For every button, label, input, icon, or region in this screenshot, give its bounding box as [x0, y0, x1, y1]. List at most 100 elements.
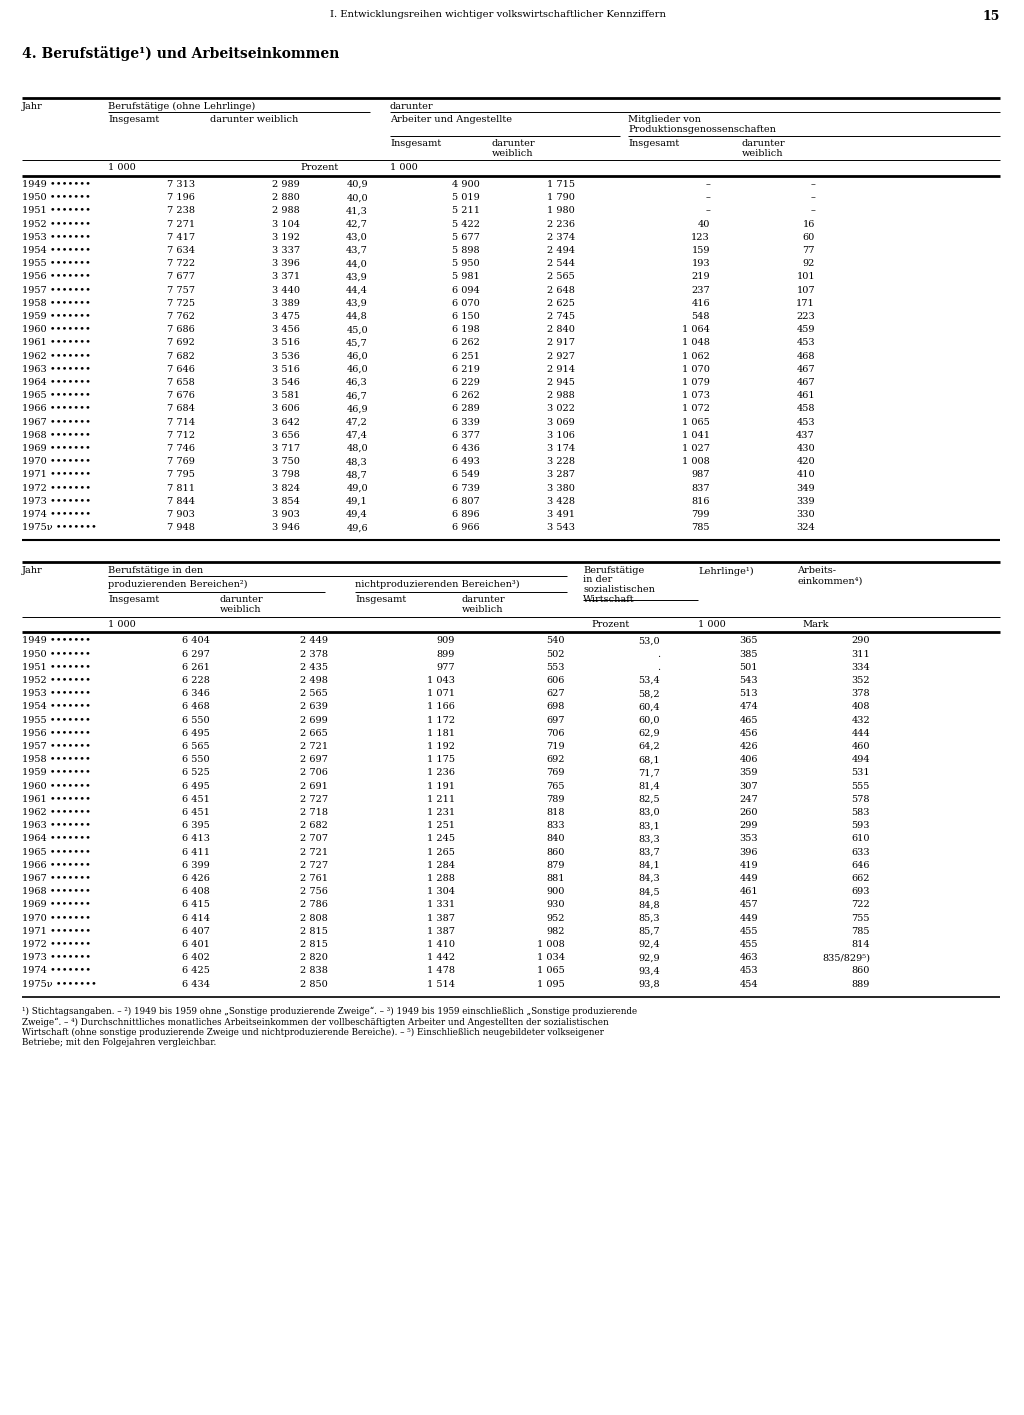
Text: 339: 339	[797, 497, 815, 505]
Text: 40,0: 40,0	[346, 194, 368, 202]
Text: 543: 543	[739, 676, 758, 685]
Text: 7 712: 7 712	[167, 430, 195, 440]
Text: 3 192: 3 192	[272, 233, 300, 242]
Text: 6 408: 6 408	[182, 887, 210, 896]
Text: 7 677: 7 677	[167, 273, 195, 282]
Text: 7 795: 7 795	[167, 470, 195, 480]
Text: 416: 416	[691, 299, 710, 308]
Text: 6 289: 6 289	[453, 405, 480, 413]
Text: 706: 706	[547, 729, 565, 737]
Text: 1968 •••••••: 1968 •••••••	[22, 430, 91, 440]
Text: .: .	[656, 649, 660, 658]
Text: 6 399: 6 399	[182, 860, 210, 870]
Text: 1969 •••••••: 1969 •••••••	[22, 444, 91, 453]
Text: 349: 349	[797, 484, 815, 492]
Text: 81,4: 81,4	[638, 781, 660, 791]
Text: 6 251: 6 251	[453, 351, 480, 361]
Text: 633: 633	[851, 848, 870, 856]
Text: 68,1: 68,1	[638, 756, 660, 764]
Text: 3 642: 3 642	[272, 417, 300, 426]
Text: 385: 385	[739, 649, 758, 658]
Text: 3 022: 3 022	[547, 405, 575, 413]
Text: Mark: Mark	[802, 620, 828, 630]
Text: 6 451: 6 451	[182, 795, 210, 804]
Text: 6 262: 6 262	[453, 391, 480, 400]
Text: Zweige“. – ⁴) Durchschnittliches monatliches Arbeitseinkommen der vollbeschäftig: Zweige“. – ⁴) Durchschnittliches monatli…	[22, 1017, 608, 1027]
Text: 2 945: 2 945	[547, 378, 575, 386]
Text: 3 440: 3 440	[272, 286, 300, 294]
Text: 7 271: 7 271	[167, 219, 195, 229]
Text: Berufstätige (ohne Lehrlinge): Berufstätige (ohne Lehrlinge)	[108, 102, 255, 112]
Text: 1 095: 1 095	[538, 979, 565, 989]
Text: 3 380: 3 380	[547, 484, 575, 492]
Text: 1 980: 1 980	[547, 207, 575, 215]
Text: 1 041: 1 041	[682, 430, 710, 440]
Text: 41,3: 41,3	[346, 207, 368, 215]
Text: 1 043: 1 043	[427, 676, 455, 685]
Text: 7 686: 7 686	[167, 325, 195, 334]
Text: 449: 449	[739, 914, 758, 923]
Text: 2 808: 2 808	[300, 914, 328, 923]
Text: 3 516: 3 516	[272, 338, 300, 348]
Text: 1950 •••••••: 1950 •••••••	[22, 649, 91, 658]
Text: 606: 606	[547, 676, 565, 685]
Text: 1964 •••••••: 1964 •••••••	[22, 378, 91, 386]
Text: 93,8: 93,8	[638, 979, 660, 989]
Text: 2 838: 2 838	[300, 966, 328, 975]
Text: 454: 454	[739, 979, 758, 989]
Text: 5 422: 5 422	[452, 219, 480, 229]
Text: darunter: darunter	[462, 596, 506, 604]
Text: 2 544: 2 544	[547, 259, 575, 269]
Text: 84,3: 84,3	[638, 874, 660, 883]
Text: 1972 •••••••: 1972 •••••••	[22, 940, 91, 949]
Text: 3 717: 3 717	[272, 444, 300, 453]
Text: 578: 578	[852, 795, 870, 804]
Text: 223: 223	[797, 311, 815, 321]
Text: 2 988: 2 988	[272, 207, 300, 215]
Text: 6 401: 6 401	[182, 940, 210, 949]
Text: 693: 693	[852, 887, 870, 896]
Text: 1950 •••••••: 1950 •••••••	[22, 194, 91, 202]
Text: 461: 461	[739, 887, 758, 896]
Text: 2 840: 2 840	[547, 325, 575, 334]
Text: Insgesamt: Insgesamt	[390, 139, 441, 149]
Text: 1 288: 1 288	[427, 874, 455, 883]
Text: 2 721: 2 721	[300, 741, 328, 751]
Text: 1 071: 1 071	[427, 689, 455, 698]
Text: Berufstätige in den: Berufstätige in den	[108, 566, 203, 576]
Text: 1959 •••••••: 1959 •••••••	[22, 311, 91, 321]
Text: 3 174: 3 174	[547, 444, 575, 453]
Text: 646: 646	[852, 860, 870, 870]
Text: I. Entwicklungsreihen wichtiger volkswirtschaftlicher Kennziffern: I. Entwicklungsreihen wichtiger volkswir…	[330, 10, 666, 18]
Text: 444: 444	[851, 729, 870, 737]
Text: 330: 330	[797, 509, 815, 519]
Text: Wirtschaft: Wirtschaft	[583, 596, 635, 604]
Text: 43,7: 43,7	[346, 246, 368, 255]
Text: 468: 468	[797, 351, 815, 361]
Text: 555: 555	[852, 781, 870, 791]
Text: 6 493: 6 493	[453, 457, 480, 466]
Text: 1966 •••••••: 1966 •••••••	[22, 860, 91, 870]
Text: 494: 494	[851, 756, 870, 764]
Text: 6 404: 6 404	[182, 637, 210, 645]
Text: 6 436: 6 436	[453, 444, 480, 453]
Text: 3 389: 3 389	[272, 299, 300, 308]
Text: 837: 837	[691, 484, 710, 492]
Text: 461: 461	[797, 391, 815, 400]
Text: 1 048: 1 048	[682, 338, 710, 348]
Text: 583: 583	[852, 808, 870, 816]
Text: 1960 •••••••: 1960 •••••••	[22, 781, 91, 791]
Text: 610: 610	[852, 835, 870, 843]
Text: 1970 •••••••: 1970 •••••••	[22, 914, 91, 923]
Text: 1971 •••••••: 1971 •••••••	[22, 927, 91, 935]
Text: 420: 420	[797, 457, 815, 466]
Text: Arbeits-: Arbeits-	[797, 566, 836, 576]
Text: –: –	[810, 194, 815, 202]
Text: 260: 260	[739, 808, 758, 816]
Text: 2 378: 2 378	[300, 649, 328, 658]
Text: 2 682: 2 682	[300, 821, 328, 831]
Text: 3 656: 3 656	[272, 430, 300, 440]
Text: 6 198: 6 198	[453, 325, 480, 334]
Text: 84,1: 84,1	[638, 860, 660, 870]
Text: 71,7: 71,7	[638, 768, 660, 777]
